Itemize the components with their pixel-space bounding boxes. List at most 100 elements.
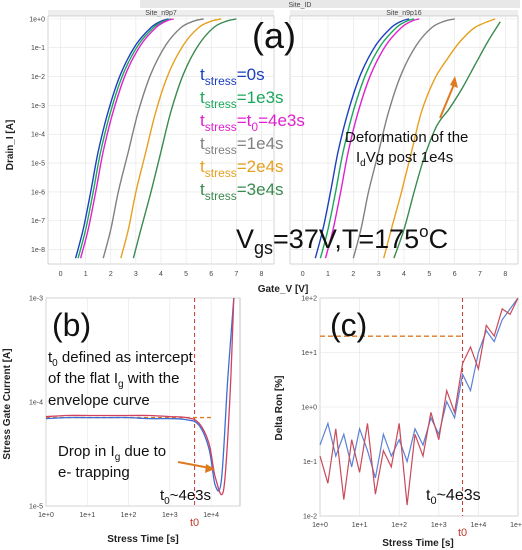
panel-b-series-line bbox=[45, 297, 235, 492]
panel-c-label: (c) bbox=[330, 307, 367, 343]
panel-b-series-line bbox=[45, 297, 235, 496]
facet-header-2: Site_n9p16 bbox=[386, 10, 422, 17]
panel-c-series bbox=[319, 297, 519, 506]
panel-c-y-ticks: 1e+2 1e+1 1e+0 1e-1 1e-2 bbox=[301, 296, 317, 521]
panel-c-guides: t0 bbox=[320, 298, 467, 539]
panel-a-series-line bbox=[74, 18, 169, 259]
panel-c-gridlines bbox=[319, 297, 519, 517]
panel-c-annotation: t0~4e3s bbox=[426, 487, 481, 507]
facet-header-1: Site_n9p7 bbox=[145, 10, 177, 17]
panel-a-series-line bbox=[132, 18, 237, 259]
panel-b-x-ticks: 1e+0 1e+1 1e+2 1e+3 1e+4 bbox=[38, 512, 219, 519]
panel-c-y-tick-label: 1e+0 bbox=[301, 405, 317, 412]
panel-a-x-tick-label: 7 bbox=[234, 271, 238, 278]
panel-b-xlabel: Stress Time [s] bbox=[107, 534, 179, 545]
panel-c-xlabel: Stress Time [s] bbox=[382, 538, 454, 549]
panel-a-y-tick-label: 1e-5 bbox=[31, 161, 45, 168]
panel-a-x-tick-label: 1 bbox=[326, 271, 330, 278]
panel-b-y-ticks: 1e-3 1e-4 1e-5 bbox=[29, 296, 43, 511]
panel-a-annotation-line1: Deformation of the bbox=[345, 129, 468, 146]
panel-a-x-tick-label: 8 bbox=[259, 271, 263, 278]
panel-a-y-tick-label: 1e-7 bbox=[31, 218, 45, 225]
panel-c-y-tick-label: 1e-1 bbox=[303, 459, 317, 466]
panel-b-annotation-line: t0~4e3s bbox=[160, 487, 211, 507]
panel-b-label: (b) bbox=[52, 307, 91, 343]
panel-b-ylabel: Stress Gate Current [A] bbox=[2, 348, 13, 459]
panel-a-series-line bbox=[102, 18, 204, 259]
panel-b-x-tick-label: 1e+4 bbox=[203, 512, 219, 519]
panel-b-annotation-line: t0 defined as intercept bbox=[48, 349, 194, 369]
panel-a-x-tick-label: 3 bbox=[377, 271, 381, 278]
panel-c-x-tick-label: 1e+2 bbox=[391, 522, 407, 529]
panel-a-x-tick-label: 1 bbox=[84, 271, 88, 278]
panel-c-series-line bbox=[319, 297, 519, 506]
panel-c-y-tick-label: 1e+2 bbox=[301, 296, 317, 303]
facet-header-2-bg bbox=[290, 10, 518, 16]
panel-a-y-tick-label: 1e+0 bbox=[29, 16, 45, 23]
panel-a-x-tick-label: 4 bbox=[159, 271, 163, 278]
panel-a-x-tick-label: 5 bbox=[427, 271, 431, 278]
panel-b-annotation-line: envelope curve bbox=[48, 392, 150, 409]
panel-a: Site_ID Site_n9p7 Site_n9p16 1e+0 1e-1 1e-… bbox=[5, 0, 520, 295]
panel-a-x-ticks: 0 1 2 3 4 5 6 7 8 0 1 2 3 4 5 6 7 8 bbox=[59, 271, 508, 278]
panel-a-x-tick-label: 6 bbox=[453, 271, 457, 278]
panel-b: 1e-3 1e-4 1e-5 1e+0 1e+1 1e+2 1e+3 1e+4 t0 Str… bbox=[2, 296, 241, 545]
panel-c-y-tick-label: 1e-2 bbox=[303, 514, 317, 521]
panel-c-ylabel: Delta Ron [%] bbox=[274, 376, 285, 441]
panel-a-legend-entry: tstress=1e3s bbox=[200, 88, 284, 111]
panel-c: 1e+2 1e+1 1e+0 1e-1 1e-2 1e+0 1e+1 1e+2 1e+3 1e+… bbox=[274, 296, 522, 550]
panel-a-x-tick-label: 2 bbox=[351, 271, 355, 278]
panel-b-x-tick-label: 1e+1 bbox=[79, 512, 95, 519]
panel-a-x-tick-label: 5 bbox=[184, 271, 188, 278]
panel-a-y-tick-label: 1e-1 bbox=[31, 45, 45, 52]
panel-b-series bbox=[45, 297, 235, 496]
panel-a-series-line bbox=[79, 18, 174, 259]
panel-a-x-tick-label: 8 bbox=[503, 271, 507, 278]
panel-a-y-tick-label: 1e-4 bbox=[31, 132, 45, 139]
panel-b-t0-label: t0 bbox=[190, 517, 199, 529]
site-id-header-bar bbox=[140, 0, 520, 8]
panel-a-series-line bbox=[324, 18, 420, 259]
panel-b-x-tick-label: 1e+2 bbox=[121, 512, 137, 519]
panel-c-y-tick-label: 1e+1 bbox=[301, 350, 317, 357]
panel-a-y-tick-label: 1e-6 bbox=[31, 189, 45, 196]
panel-a-x-tick-label: 3 bbox=[134, 271, 138, 278]
panel-b-gridlines bbox=[45, 297, 240, 507]
panel-a-legend-entry: tstress=3e4s bbox=[200, 180, 284, 203]
panel-a-condition: Vgs=37V,T=175oC bbox=[236, 222, 448, 258]
panel-c-x-tick-label: 1e+5 bbox=[510, 522, 522, 529]
panel-b-y-tick-label: 1e-5 bbox=[29, 504, 43, 511]
panel-c-x-ticks: 1e+0 1e+1 1e+2 1e+3 1e+4 1e+5 bbox=[312, 522, 522, 529]
panel-b-annotation-line: Drop in Ig due to bbox=[58, 443, 166, 463]
panel-a-arrowhead bbox=[450, 76, 458, 88]
panel-a-y-tick-label: 1e-2 bbox=[31, 74, 45, 81]
panel-a-legend-entry: tstress=t0=4e3s bbox=[200, 111, 305, 134]
facet-header-1-bg bbox=[48, 10, 274, 16]
panel-a-xlabel: Gate_V [V] bbox=[258, 284, 309, 295]
panel-c-x-tick-label: 1e+4 bbox=[471, 522, 487, 529]
panel-a-series-line bbox=[383, 18, 496, 259]
panel-c-x-tick-label: 1e+3 bbox=[431, 522, 447, 529]
panel-a-x-tick-label: 2 bbox=[109, 271, 113, 278]
panel-a-x-tick-label: 0 bbox=[59, 271, 63, 278]
panel-a-legend-entry: tstress=2e4s bbox=[200, 157, 284, 180]
panel-a-gridlines bbox=[48, 16, 518, 264]
panel-a-y-tick-label: 1e-3 bbox=[31, 103, 45, 110]
panel-a-x-tick-label: 7 bbox=[478, 271, 482, 278]
panel-b-guides: t0 bbox=[46, 298, 212, 529]
site-id-header: Site_ID bbox=[289, 2, 312, 9]
panel-b-annotation-line: of the flat Ig with the bbox=[48, 370, 179, 390]
panel-b-y-tick-label: 1e-3 bbox=[29, 296, 43, 303]
panel-c-t0-label: t0 bbox=[458, 527, 467, 539]
panel-a-x-tick-label: 0 bbox=[301, 271, 305, 278]
panel-a-ylabel: Drain_I [A] bbox=[5, 120, 16, 171]
panel-a-series-line bbox=[352, 18, 455, 259]
panel-a-series-line bbox=[314, 18, 410, 259]
panel-a-y-ticks: 1e+0 1e-1 1e-2 1e-3 1e-4 1e-5 1e-6 1e-7 1e-8 bbox=[29, 16, 45, 254]
panel-a-series bbox=[74, 18, 501, 259]
panel-a-series-line bbox=[393, 21, 501, 259]
panel-a-label: (a) bbox=[252, 15, 296, 56]
panel-c-x-tick-label: 1e+0 bbox=[312, 522, 328, 529]
